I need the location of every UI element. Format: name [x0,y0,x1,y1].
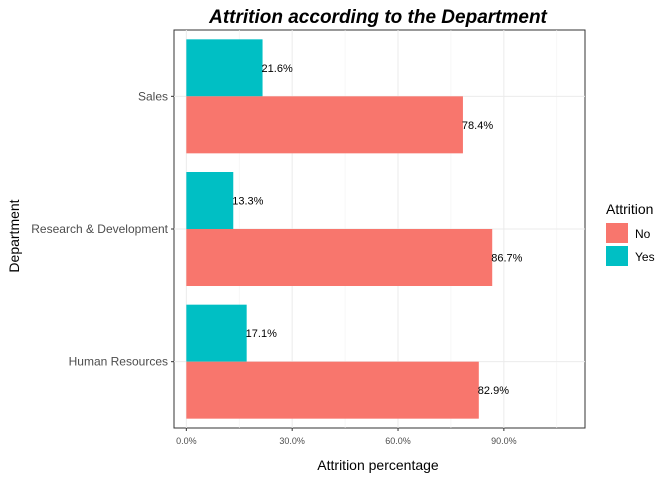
data-label-yes-1: 21.6% [262,63,293,75]
x-axis-ticks: 0.0% 30.0% 60.0% 90.0% [176,428,517,446]
y-tick-label: Research & Development [31,222,168,236]
bar-no-3 [186,361,479,419]
y-axis-ticks: Sales Research & Development Human Resourc… [31,89,174,369]
bar-yes-3 [186,304,247,362]
data-label-no-1: 78.4% [462,120,493,132]
legend-label-yes: Yes [635,250,655,264]
y-tick-label: Sales [138,89,168,103]
y-tick-label: Human Resources [69,355,168,369]
y-axis-title: Department [6,199,22,272]
legend-label-no: No [635,227,651,241]
data-labels: 21.6% 78.4% 13.3% 86.7% 17.1% 82.9% [232,63,522,397]
bars [186,39,493,419]
legend: Attrition No Yes [606,201,655,266]
bar-yes-2 [186,172,234,229]
legend-title: Attrition [606,201,653,217]
bar-no-1 [186,96,463,154]
x-tick-label: 30.0% [279,436,305,446]
data-label-yes-3: 17.1% [246,328,277,340]
data-label-no-2: 86.7% [491,253,522,265]
x-tick-label: 60.0% [385,436,411,446]
data-label-yes-2: 13.3% [232,196,263,208]
bar-no-2 [186,229,493,286]
x-tick-label: 0.0% [176,436,197,446]
x-axis-title: Attrition percentage [317,457,439,473]
legend-key-yes [606,246,628,266]
chart-title: Attrition according to the Department [208,7,547,28]
legend-key-no [606,223,628,243]
data-label-no-3: 82.9% [478,385,509,397]
x-tick-label: 90.0% [491,436,517,446]
bar-yes-1 [186,39,263,97]
